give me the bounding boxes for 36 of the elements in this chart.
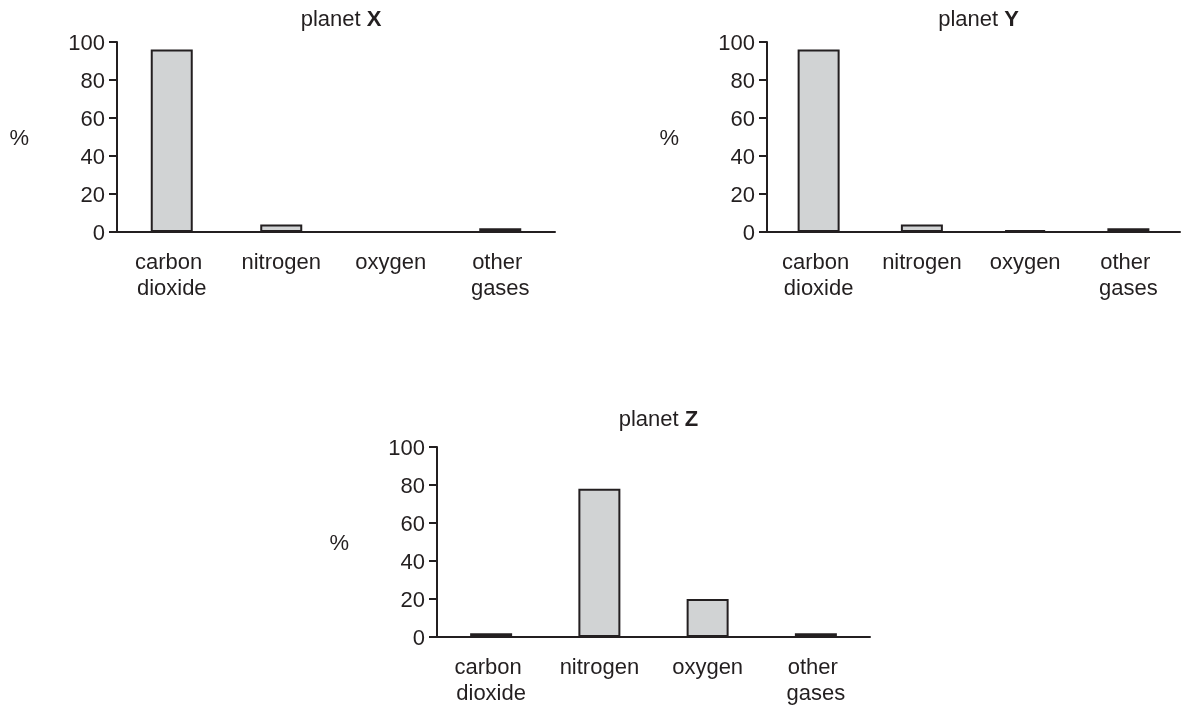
y-tick-label: 0 [412, 624, 425, 650]
y-tick-label: 100 [388, 434, 425, 460]
x-tick-label: carbon dioxide [781, 248, 856, 300]
x-tick-label: oxygen [672, 653, 744, 679]
chart-title: planet Z [618, 405, 699, 431]
y-tick-label: 60 [80, 105, 105, 131]
y-tick-label: 60 [400, 510, 425, 536]
y-tick-label: 100 [718, 29, 755, 55]
x-tick-label: carbon dioxide [454, 653, 528, 705]
x-tick-label: nitrogen [241, 248, 322, 274]
chart-title: planet X [300, 5, 382, 31]
x-tick-label: oxygen [355, 248, 427, 274]
y-tick-label: 80 [730, 67, 755, 93]
x-tick-label: nitrogen [559, 653, 640, 679]
x-tick-label: other gases [1099, 248, 1158, 300]
y-axis-title: % [329, 529, 349, 555]
y-tick-label: 100 [68, 29, 105, 55]
y-tick-label: 60 [730, 105, 755, 131]
y-tick-label: 20 [400, 586, 425, 612]
y-tick-label: 0 [92, 219, 105, 245]
x-tick-label: other gases [470, 248, 530, 300]
x-tick-label: carbon dioxide [135, 248, 209, 300]
y-tick-label: 20 [80, 181, 105, 207]
y-tick-label: 40 [730, 143, 755, 169]
y-tick-label: 80 [80, 67, 105, 93]
y-tick-label: 40 [80, 143, 105, 169]
x-tick-label: oxygen [989, 248, 1061, 274]
x-tick-label: nitrogen [882, 248, 962, 274]
x-tick-label: other gases [786, 653, 846, 705]
chart-title: planet Y [938, 5, 1020, 31]
y-tick-label: 40 [400, 548, 425, 574]
y-tick-label: 20 [730, 181, 755, 207]
y-axis-title: % [9, 124, 29, 150]
y-axis-title: % [659, 124, 679, 150]
y-tick-label: 80 [400, 472, 425, 498]
y-tick-label: 0 [742, 219, 755, 245]
